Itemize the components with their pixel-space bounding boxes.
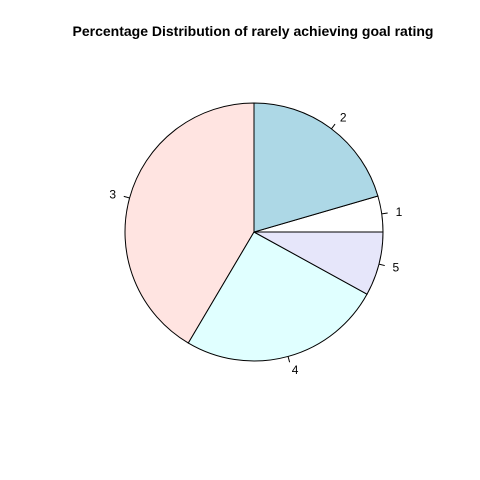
pie-tick-5 bbox=[378, 263, 385, 267]
pie-label-2: 2 bbox=[340, 111, 347, 125]
pie-label-5: 5 bbox=[393, 261, 400, 275]
pie-slice-5 bbox=[253, 231, 384, 295]
pie-label-4: 4 bbox=[292, 363, 299, 377]
pie-tick-3 bbox=[123, 195, 130, 199]
pie-slices bbox=[124, 102, 384, 362]
chart-title: Percentage Distribution of rarely achiev… bbox=[73, 23, 434, 39]
pie-labels: 1 2 3 4 5 bbox=[109, 111, 402, 377]
pie-label-3: 3 bbox=[109, 187, 116, 201]
pie-tick-4 bbox=[287, 356, 291, 363]
pie-tick-2 bbox=[331, 123, 336, 130]
pie-label-1: 1 bbox=[396, 205, 403, 219]
pie-tick-1 bbox=[381, 212, 388, 215]
